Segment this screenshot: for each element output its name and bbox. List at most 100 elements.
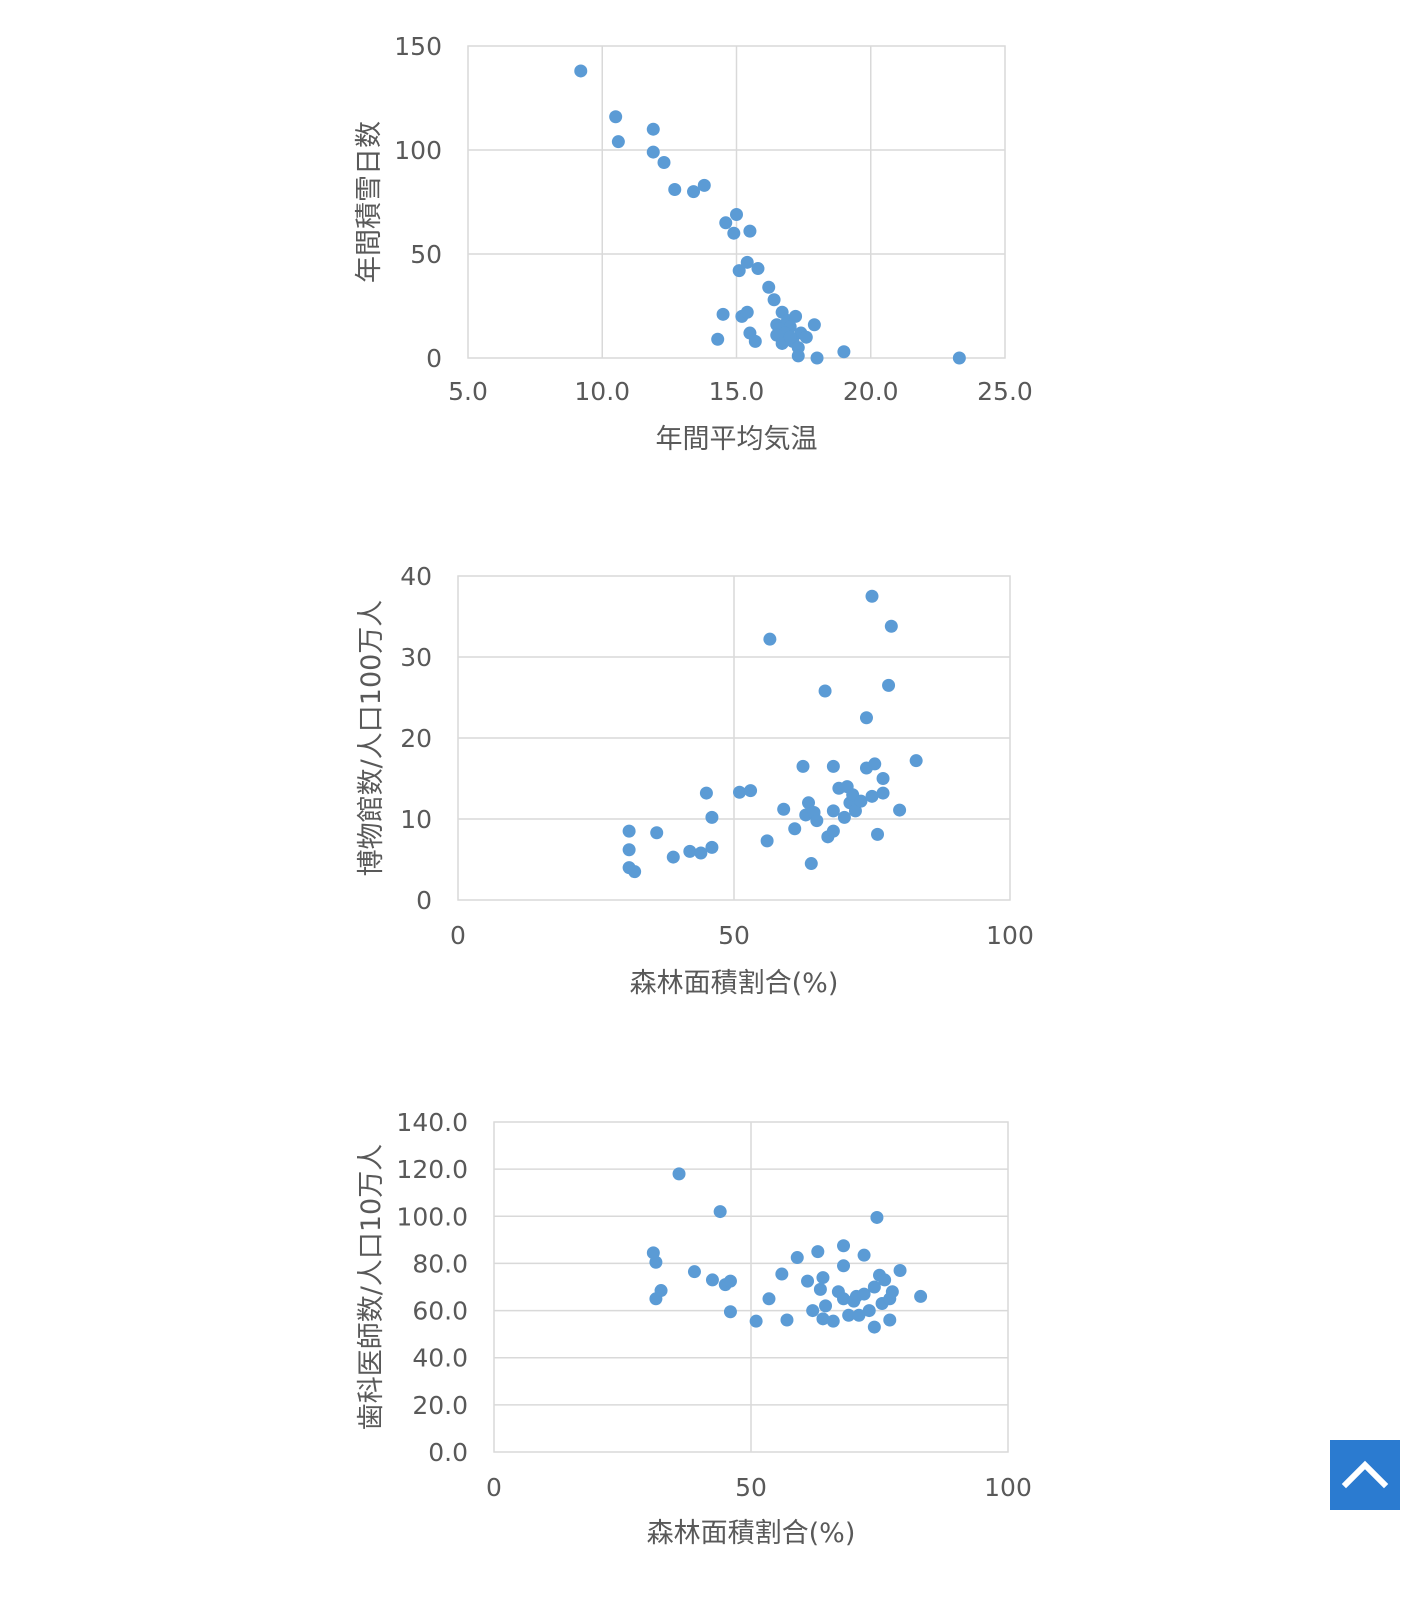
scatter-point: [732, 264, 746, 278]
y-tick-label: 40: [400, 562, 432, 591]
scatter-point: [893, 803, 907, 817]
y-axis-title: 年間積雪日数: [354, 121, 385, 283]
scatter-point: [668, 183, 682, 197]
scatter-point: [649, 1255, 663, 1269]
y-tick-label: 100.0: [396, 1202, 468, 1231]
scatter-point: [711, 332, 725, 346]
scatter-point: [723, 1274, 737, 1288]
scatter-point: [799, 330, 813, 344]
scatter-point: [657, 155, 671, 169]
scatter-point: [790, 1251, 804, 1265]
scatter-point: [760, 834, 774, 848]
scatter-point: [859, 711, 873, 725]
scatter-point: [646, 145, 660, 159]
scatter-point: [796, 759, 810, 773]
scatter-point: [811, 1245, 825, 1259]
x-tick-label: 25.0: [977, 377, 1033, 406]
scatter-point: [837, 345, 851, 359]
y-tick-label: 0: [426, 344, 442, 373]
scatter-point: [882, 678, 896, 692]
scatter-point: [883, 1313, 897, 1327]
scatter-point: [914, 1289, 928, 1303]
scatter-point: [876, 772, 890, 785]
scatter-point: [816, 1271, 830, 1285]
scatter-point: [810, 351, 824, 365]
y-tick-label: 10: [400, 805, 432, 834]
scatter-point: [816, 1312, 830, 1326]
scatter-chart-snow-temperature: 5.0 10.0 15.0 20.0 25.0 0 50 100 150 年間平均気温 年間積雪日数: [354, 32, 1033, 455]
scatter-point: [780, 1313, 794, 1327]
scatter-point: [574, 64, 588, 78]
scatter-point: [837, 810, 851, 824]
scatter-point: [609, 110, 623, 124]
scatter-point: [867, 1280, 881, 1294]
scatter-point: [865, 589, 879, 603]
x-tick-label: 50: [718, 921, 750, 950]
scatter-point: [646, 122, 660, 136]
x-tick-label: 100: [984, 1473, 1032, 1502]
scatter-point: [751, 262, 765, 276]
scatter-point: [810, 814, 824, 828]
scatter-point: [666, 850, 680, 864]
y-tick-label: 40.0: [412, 1344, 468, 1373]
scatter-point: [723, 1305, 737, 1319]
y-tick-label: 50: [410, 240, 442, 269]
y-tick-label: 80.0: [412, 1249, 468, 1278]
x-tick-label: 100: [986, 921, 1034, 950]
scatter-point: [687, 185, 701, 199]
scatter-point: [789, 309, 803, 323]
scatter-point: [819, 1299, 833, 1313]
scatter-point: [763, 632, 777, 646]
scatter-point: [672, 1167, 686, 1181]
scatter-point: [852, 1308, 866, 1322]
scatter-point: [826, 759, 840, 773]
scatter-point: [705, 840, 719, 854]
back-to-top-button[interactable]: [1330, 1440, 1400, 1510]
scatter-point: [733, 785, 747, 799]
x-tick-label: 5.0: [448, 377, 488, 406]
scatter-point: [716, 307, 730, 321]
scatter-point: [622, 824, 636, 838]
scatter-point: [857, 1287, 871, 1301]
scatter-point: [807, 318, 821, 332]
chevron-up-icon: [1341, 1460, 1389, 1489]
scatter-point: [804, 857, 818, 871]
scatter-point: [654, 1284, 668, 1298]
scatter-point: [862, 1304, 876, 1318]
scatter-point: [826, 804, 840, 818]
scatter-point: [622, 843, 636, 857]
scatter-point: [848, 804, 862, 818]
scatter-point: [876, 786, 890, 800]
scatter-point: [783, 330, 797, 344]
scatter-point: [650, 826, 664, 840]
scatter-chart-dentists-forest: 0 50 100 0.0 20.0 40.0 60.0 80.0 100.0 120.0 140.0…: [356, 1108, 1032, 1549]
scatter-point: [777, 802, 791, 816]
scatter-point: [740, 255, 754, 269]
scatter-point: [788, 822, 802, 836]
scatter-point: [727, 226, 741, 240]
scatter-point: [775, 1267, 789, 1281]
scatter-point: [801, 1274, 815, 1288]
scatter-point: [857, 1248, 871, 1262]
x-tick-label: 0: [450, 921, 466, 950]
x-tick-label: 15.0: [709, 377, 765, 406]
scatter-point: [730, 207, 743, 221]
scatter-point: [806, 1304, 820, 1318]
y-tick-label: 120.0: [396, 1155, 468, 1184]
scatter-point: [837, 1239, 851, 1253]
scatter-point: [826, 824, 840, 838]
scatter-point: [867, 1320, 881, 1334]
scatter-point: [870, 1210, 884, 1224]
scatter-point: [719, 216, 733, 230]
y-tick-label: 0: [416, 886, 432, 915]
scatter-point: [749, 1314, 763, 1328]
y-tick-label: 60.0: [412, 1297, 468, 1326]
scatter-point: [868, 757, 882, 771]
scatter-point: [611, 135, 625, 149]
scatter-point: [705, 810, 719, 824]
y-tick-label: 100: [394, 136, 442, 165]
scatter-point: [791, 349, 805, 363]
scatter-point: [762, 1292, 776, 1306]
scatter-point: [952, 351, 966, 365]
scatter-point: [837, 1292, 851, 1306]
